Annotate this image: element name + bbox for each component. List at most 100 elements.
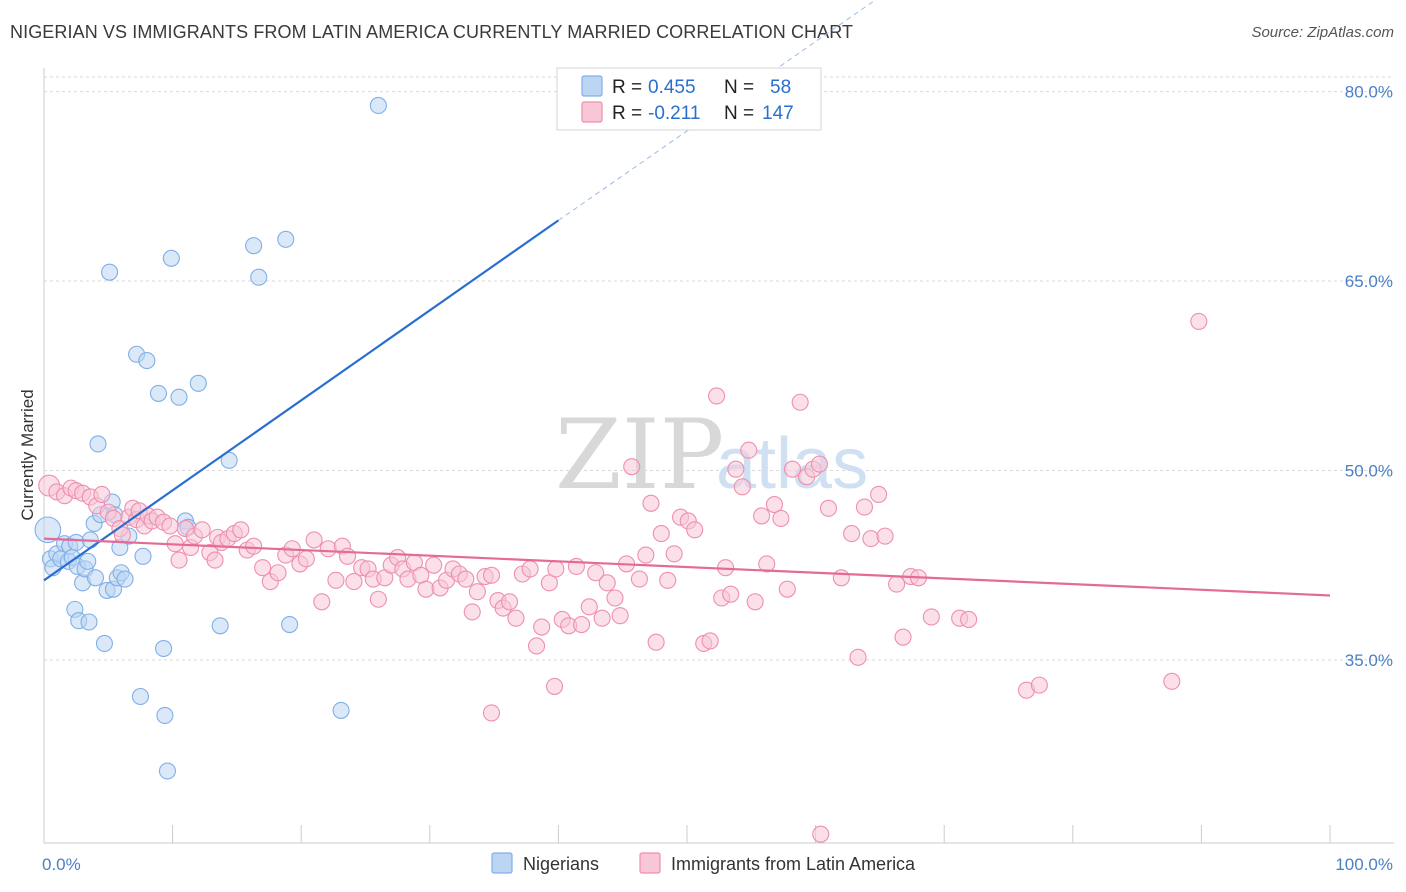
data-point (819, 499, 838, 517)
data-point (417, 580, 435, 598)
data-point (211, 617, 229, 635)
trend-line-nigerians (43, 219, 560, 582)
stats-legend: R = 0.455 N = 58 R = -0.211 N = 147 (556, 67, 822, 131)
data-point (922, 608, 940, 626)
series-latin-america (38, 312, 1208, 843)
data-point (116, 570, 134, 588)
trend-line-latin-america (43, 537, 1331, 597)
data-point (642, 494, 660, 512)
data-point (894, 628, 912, 646)
data-point (580, 598, 598, 616)
data-point (647, 633, 665, 651)
data-point (623, 458, 641, 476)
source-credit: Source: ZipAtlas.com (1251, 24, 1394, 41)
data-point (134, 547, 152, 565)
data-point (758, 555, 776, 573)
data-point (727, 460, 745, 478)
data-point (369, 96, 387, 115)
data-point (468, 583, 486, 601)
x-tick-label-max: 100.0% (1335, 855, 1393, 874)
data-point (587, 564, 605, 582)
data-point (740, 441, 758, 459)
data-point (269, 564, 287, 582)
data-point (843, 525, 861, 543)
data-point (686, 521, 704, 539)
series-legend-swatch-nigerians (491, 852, 513, 874)
data-point (332, 701, 350, 719)
data-point (652, 525, 670, 543)
axes-layer (43, 68, 1394, 844)
watermark-zip: ZIP (555, 399, 724, 511)
data-point (67, 533, 85, 551)
legend-r-value-2: -0.211 (648, 103, 700, 124)
series-nigerians (34, 96, 387, 780)
chart-title: NIGERIAN VS IMMIGRANTS FROM LATIN AMERIC… (10, 22, 854, 42)
legend-n-value-2: 147 (762, 103, 794, 124)
data-point (746, 593, 764, 611)
data-point (220, 451, 238, 469)
data-point (783, 460, 802, 478)
data-point (138, 352, 156, 370)
data-point (93, 485, 111, 503)
data-point (170, 388, 188, 406)
series-legend-swatch-latin-america (639, 852, 661, 874)
data-point (156, 706, 174, 724)
data-point (161, 517, 179, 535)
data-point (832, 569, 850, 587)
data-point (606, 589, 624, 607)
data-point (297, 550, 315, 568)
data-point (665, 545, 683, 563)
data-point (527, 637, 546, 655)
y-tick-label: 65.0% (1345, 272, 1393, 291)
data-point (131, 687, 149, 706)
legend-r-label-1: R = (612, 77, 642, 98)
series-legend-label-nigerians: Nigerians (523, 854, 599, 874)
y-tick-label: 80.0% (1345, 83, 1393, 102)
data-point (319, 540, 337, 558)
legend-swatch-pink (581, 101, 603, 123)
data-point (733, 478, 751, 496)
data-point (170, 551, 188, 569)
data-point (101, 263, 119, 281)
points-layer (34, 96, 1208, 843)
data-point (158, 762, 177, 780)
legend-n-label-2: N = (724, 103, 754, 124)
data-point (80, 613, 98, 631)
data-point (89, 435, 107, 453)
data-point (245, 237, 263, 255)
data-point (545, 677, 564, 695)
series-legend-label-latin-america: Immigrants from Latin America (671, 854, 916, 874)
data-point (155, 639, 173, 658)
data-point (482, 704, 501, 722)
data-point (162, 249, 180, 267)
data-point (876, 527, 894, 545)
data-point (855, 498, 874, 516)
series-legend: Nigerians Immigrants from Latin America (491, 852, 916, 874)
data-point (1163, 672, 1181, 690)
data-point (345, 573, 363, 591)
data-point (425, 556, 443, 574)
data-point (193, 521, 211, 539)
data-point (369, 590, 387, 608)
data-point (722, 585, 740, 603)
legend-n-value-1: 58 (770, 77, 791, 98)
data-point (533, 618, 551, 636)
y-tick-label: 50.0% (1345, 461, 1393, 480)
data-point (960, 610, 978, 629)
data-point (457, 570, 475, 588)
data-point (281, 615, 299, 634)
data-point (870, 485, 888, 503)
data-point (862, 530, 880, 548)
legend-n-label-1: N = (724, 77, 754, 98)
data-point (849, 648, 867, 666)
data-point (500, 593, 519, 611)
data-point (765, 495, 783, 514)
data-point (232, 521, 250, 539)
data-point (637, 546, 655, 564)
data-point (547, 560, 565, 578)
trend-line-extension (558, 0, 877, 221)
data-point (34, 516, 62, 544)
legend-r-value-1: 0.455 (648, 77, 696, 98)
data-point (572, 615, 591, 634)
